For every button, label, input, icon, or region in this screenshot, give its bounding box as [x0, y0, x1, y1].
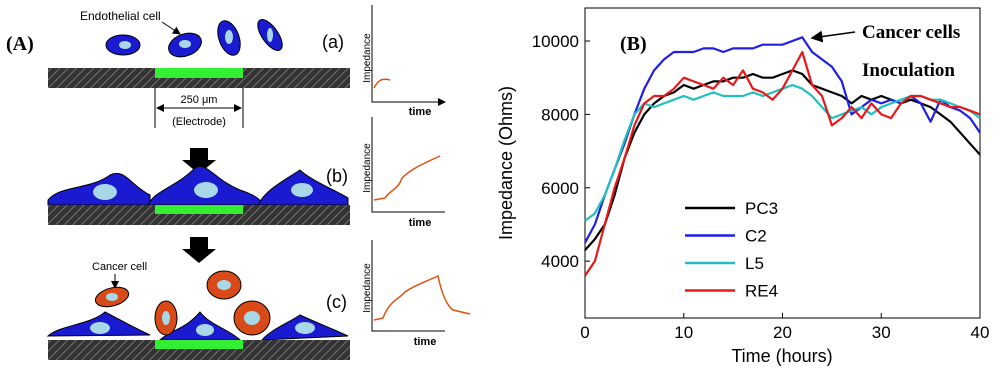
x-tick-label: 20 [773, 323, 792, 342]
panel-label: (B) [620, 33, 647, 55]
pointer [161, 21, 181, 35]
mini-x-label: time [409, 106, 432, 118]
x-tick-label: 10 [674, 323, 693, 342]
mini-x-label: time [409, 217, 432, 229]
mini-y-label: Impedance [362, 263, 373, 313]
annotation: Cancer cells [862, 22, 960, 43]
electrode [155, 68, 243, 78]
series-line [584, 50, 981, 277]
panel-b: (B) Cancer cells Inoculation Time (hours… [496, 7, 990, 366]
step-label: (b) [326, 166, 348, 186]
legend-label: L5 [745, 254, 764, 273]
step-label: (a) [322, 32, 344, 52]
x-tick-label: 0 [580, 323, 589, 342]
mini-y-label: Impedance [362, 143, 373, 193]
legend-label: C2 [745, 227, 767, 246]
y-tick-label: 6000 [541, 179, 579, 198]
annotation: Inoculation [862, 60, 955, 81]
cancer-label: Cancer cell [92, 261, 147, 273]
series-line [584, 36, 981, 244]
panel-a: (A) Endothelial cell 250 μm (Electrode) … [6, 5, 471, 360]
y-tick-label: 4000 [541, 252, 579, 271]
width-label: 250 μm [181, 94, 218, 106]
cells [105, 19, 283, 58]
mini-chart [371, 5, 471, 332]
step-label: (c) [326, 292, 347, 312]
x-tick-label: 40 [971, 323, 990, 342]
mini-x-label: time [414, 336, 437, 348]
panel-label: (A) [6, 33, 34, 55]
mini-y-label: Impedance [362, 33, 373, 83]
y-axis-label: Impedance (Ohms) [496, 86, 516, 240]
legend-label: RE4 [745, 282, 778, 301]
y-tick-label: 10000 [532, 32, 579, 51]
electrode-label: (Electrode) [172, 116, 226, 128]
x-axis-label: Time (hours) [731, 346, 832, 366]
y-tick-label: 8000 [541, 105, 579, 124]
x-tick-label: 30 [872, 323, 891, 342]
annotation-arrow [810, 30, 856, 43]
cell-label: Endothelial cell [80, 9, 161, 23]
series-line [584, 69, 981, 251]
legend-label: PC3 [745, 199, 778, 218]
